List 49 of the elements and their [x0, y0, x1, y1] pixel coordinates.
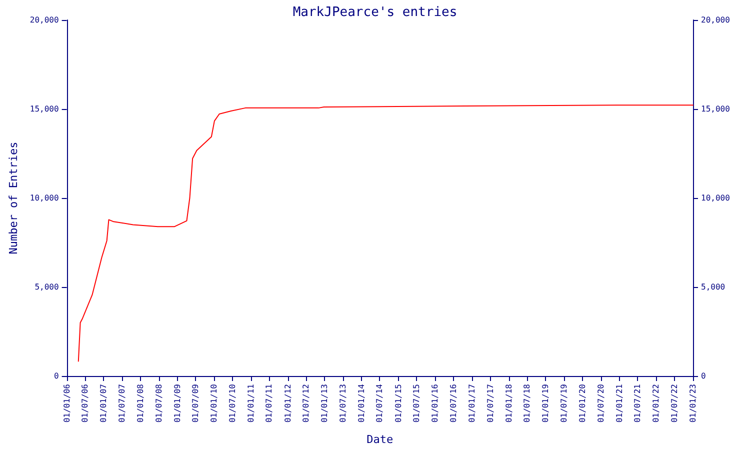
x-tick-label: 01/01/15: [394, 384, 403, 423]
x-tick-label: 01/01/12: [283, 384, 292, 423]
y2-tick-label: 15,000: [701, 104, 730, 114]
y2-tick-label: 0: [701, 372, 706, 380]
x-tick-label: 01/07/12: [302, 384, 311, 423]
x-tick-label: 01/07/06: [80, 384, 90, 423]
x-tick-label: 01/07/14: [375, 384, 384, 423]
x-tick-label: 01/01/21: [614, 384, 624, 423]
x-tick-label: 01/01/17: [468, 384, 477, 423]
line-series: [78, 104, 694, 362]
chart-title: MarkJPearce's entries: [292, 5, 458, 20]
y-tick-label: 15,000: [30, 104, 59, 114]
x-tick-label: 01/07/13: [338, 384, 348, 423]
x-tick-label: 01/01/18: [504, 384, 514, 423]
x-tick-label: 01/07/11: [264, 384, 274, 423]
x-tick-label: 01/07/22: [670, 384, 679, 423]
y-tick-label: 0: [54, 372, 59, 380]
x-tick-label: 01/01/06: [62, 384, 72, 423]
y-tick-label: 5,000: [34, 282, 59, 292]
y-axis-title: Number of Entries: [7, 142, 20, 254]
x-tick-label: 01/01/09: [172, 384, 182, 423]
x-tick-label: 01/01/20: [578, 384, 587, 423]
x-tick-label: 01/01/08: [136, 384, 145, 423]
x-tick-label: 01/07/17: [486, 384, 495, 423]
y2-tick-label: 5,000: [701, 282, 726, 292]
x-tick-label: 01/07/20: [596, 384, 606, 423]
x-axis-title: Date: [366, 433, 394, 446]
x-tick-label: 01/01/14: [356, 384, 366, 423]
x-tick-label: 01/07/16: [448, 384, 458, 423]
x-tick-label: 01/01/07: [99, 384, 108, 423]
x-tick-label: 01/07/18: [522, 384, 532, 423]
x-tick-label: 01/07/09: [191, 384, 200, 423]
x-tick-label: 01/01/11: [246, 384, 256, 423]
x-tick-label: 01/01/10: [210, 384, 219, 423]
x-tick-label: 01/01/16: [430, 384, 440, 423]
x-tick-label: 01/07/08: [154, 384, 164, 423]
x-tick-label: 01/07/21: [633, 384, 642, 423]
x-tick-label: 01/01/13: [320, 384, 330, 423]
x-tick-label: 01/07/07: [117, 384, 126, 423]
x-tick-label: 01/01/23: [688, 384, 698, 423]
x-tick-label: 01/01/22: [652, 384, 661, 423]
x-tick-label: 01/07/19: [559, 384, 568, 423]
x-tick-label: 01/07/10: [228, 384, 237, 423]
x-tick-label: 01/01/19: [541, 384, 550, 423]
y-tick-label: 20,000: [30, 16, 59, 24]
y2-tick-label: 20,000: [701, 16, 730, 24]
y2-tick-label: 10,000: [701, 194, 730, 202]
y-tick-label: 10,000: [30, 194, 59, 202]
x-tick-label: 01/07/15: [412, 384, 422, 423]
